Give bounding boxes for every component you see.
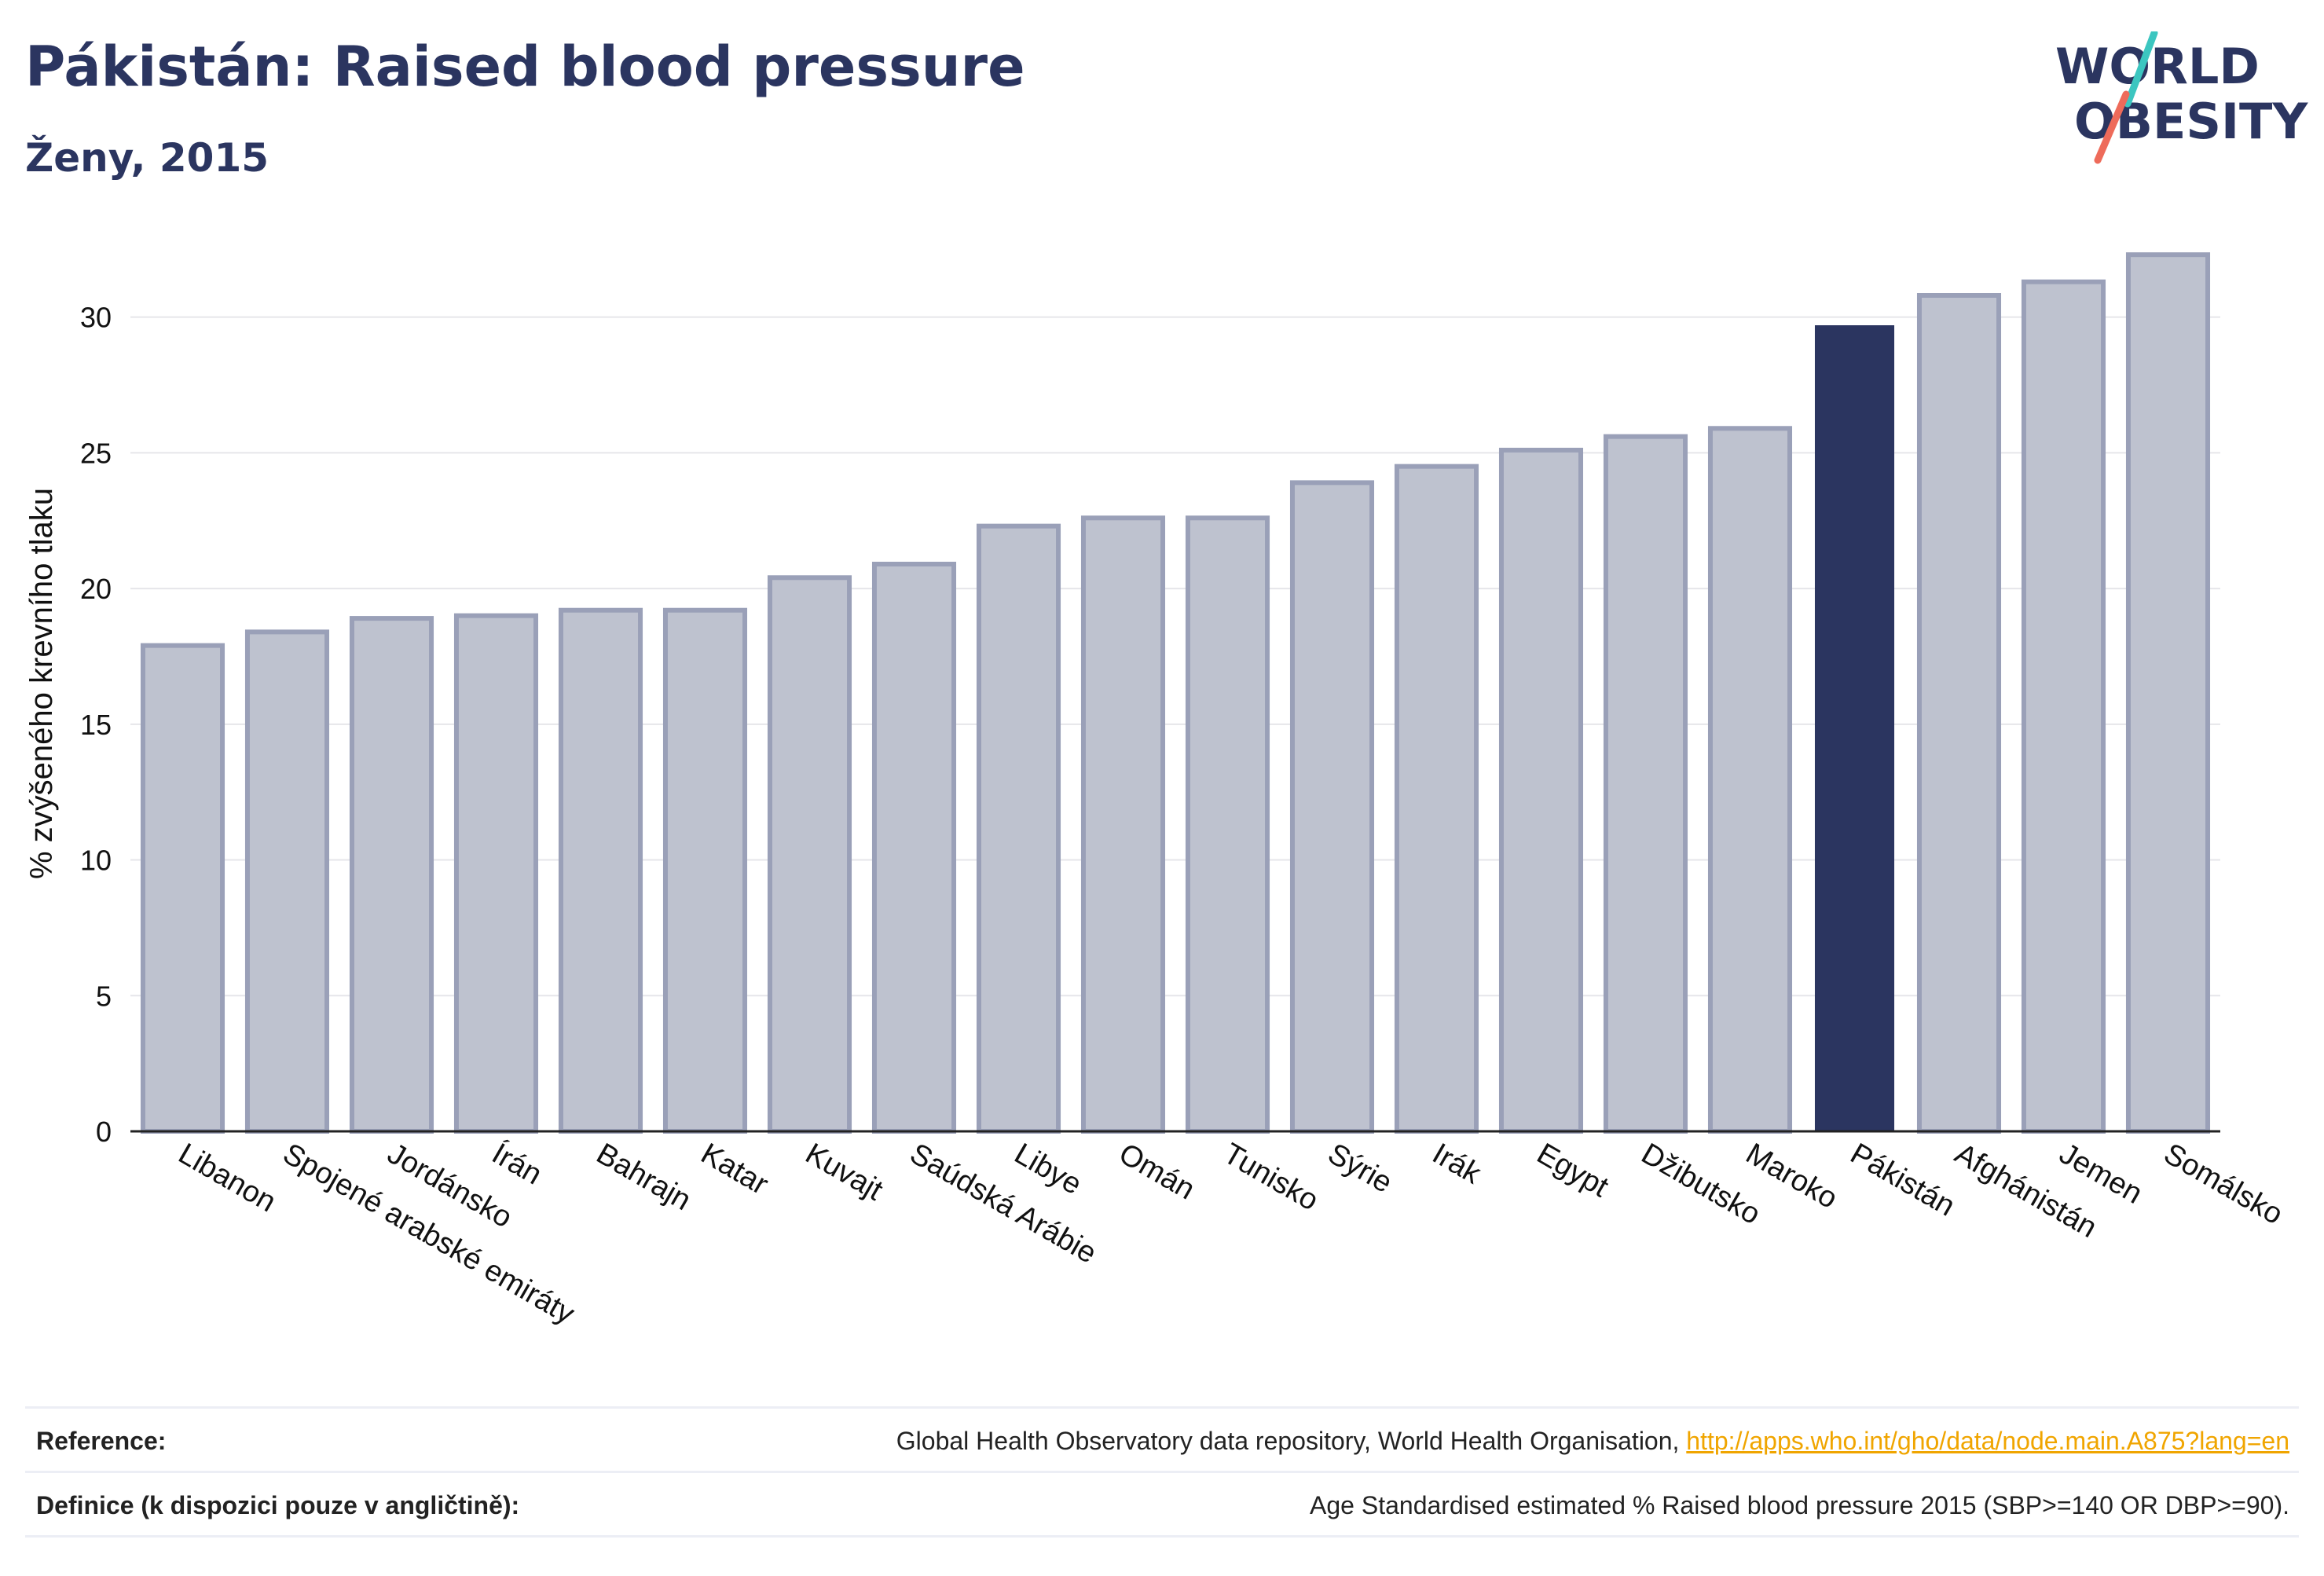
x-tick-label: Tunisko bbox=[1218, 1137, 1324, 1217]
world-obesity-logo: WORLD OBESITY bbox=[2055, 31, 2308, 164]
bar-bahrajn[interactable] bbox=[558, 607, 643, 1134]
bar-irák[interactable] bbox=[1394, 464, 1479, 1134]
bar-írán[interactable] bbox=[453, 613, 539, 1134]
reference-value: Global Health Observatory data repositor… bbox=[896, 1427, 2289, 1456]
bar-jordánsko[interactable] bbox=[349, 616, 434, 1134]
y-tick-label: 5 bbox=[96, 980, 112, 1012]
reference-label: Reference: bbox=[36, 1426, 167, 1455]
x-tick-label: Egypt bbox=[1531, 1137, 1615, 1204]
bar-afghánistán[interactable] bbox=[1916, 293, 2002, 1134]
bar-sýrie[interactable] bbox=[1289, 480, 1375, 1134]
y-tick-label: 15 bbox=[80, 709, 112, 741]
bar-pákistán[interactable] bbox=[1814, 325, 1895, 1131]
x-tick-label: Sýrie bbox=[1322, 1137, 1398, 1200]
bar-spojené-arabské-emiráty[interactable] bbox=[244, 629, 330, 1134]
bar-kuvajt[interactable] bbox=[767, 575, 852, 1134]
x-tick-label: Omán bbox=[1113, 1137, 1200, 1206]
bar-katar[interactable] bbox=[662, 607, 748, 1134]
gridlines bbox=[130, 316, 2220, 997]
x-tick-label: Katar bbox=[695, 1137, 774, 1201]
reference-text: Global Health Observatory data repositor… bbox=[896, 1426, 1680, 1455]
reference-link[interactable]: http://apps.who.int/gho/data/node.main.A… bbox=[1686, 1426, 2289, 1455]
y-axis-label: % zvýšeného krevního tlaku bbox=[24, 488, 59, 879]
footer-divider-middle bbox=[25, 1471, 2299, 1473]
bar-libanon[interactable] bbox=[140, 643, 225, 1134]
y-tick-label: 10 bbox=[80, 845, 112, 877]
footer-divider-top bbox=[25, 1406, 2299, 1409]
y-tick-label: 20 bbox=[80, 573, 112, 605]
y-tick-label: 30 bbox=[80, 302, 112, 334]
chart-subtitle: Ženy, 2015 bbox=[25, 135, 269, 181]
y-tick-label: 25 bbox=[80, 437, 112, 469]
bar-libye[interactable] bbox=[976, 523, 1061, 1134]
bar-džibutsko[interactable] bbox=[1603, 434, 1688, 1134]
footer-reference-row: Reference: Global Health Observatory dat… bbox=[36, 1408, 2289, 1474]
bar-egypt[interactable] bbox=[1498, 447, 1584, 1134]
footer-definition-row: Definice (k dispozici pouze v angličtině… bbox=[36, 1472, 2289, 1538]
bars bbox=[140, 252, 2211, 1134]
x-tick-label: Írán bbox=[486, 1137, 548, 1192]
x-tick-label: Džibutsko bbox=[1636, 1137, 1765, 1231]
footer-divider-bottom bbox=[25, 1535, 2299, 1538]
bar-tunisko[interactable] bbox=[1185, 515, 1270, 1134]
x-tick-label: Bahrajn bbox=[591, 1137, 696, 1217]
bar-maroko[interactable] bbox=[1707, 426, 1793, 1134]
logo-slash-coral bbox=[2094, 90, 2130, 164]
x-tick-label: Libye bbox=[1009, 1137, 1087, 1201]
x-tick-label: Libanon bbox=[173, 1137, 281, 1219]
x-tick-label: Somálsko bbox=[2158, 1137, 2288, 1231]
bar-omán[interactable] bbox=[1080, 515, 1166, 1134]
logo-text-world: WORLD bbox=[2055, 38, 2260, 95]
bar-somálsko[interactable] bbox=[2125, 252, 2211, 1134]
x-tick-label: Pákistán bbox=[1845, 1137, 1960, 1222]
definition-label: Definice (k dispozici pouze v angličtině… bbox=[36, 1490, 520, 1519]
x-tick-label: Kuvajt bbox=[800, 1137, 889, 1207]
x-tick-label: Saúdská Arábie bbox=[904, 1137, 1102, 1270]
logo-slash-teal bbox=[2124, 31, 2158, 108]
bar-jemen[interactable] bbox=[2021, 279, 2106, 1134]
x-tick-label: Irák bbox=[1427, 1137, 1487, 1191]
chart-title: Pákistán: Raised blood pressure bbox=[25, 35, 1025, 99]
bar-saúdská-arábie[interactable] bbox=[871, 562, 957, 1134]
y-tick-label: 0 bbox=[96, 1116, 112, 1148]
definition-text: Age Standardised estimated % Raised bloo… bbox=[1310, 1490, 2289, 1519]
